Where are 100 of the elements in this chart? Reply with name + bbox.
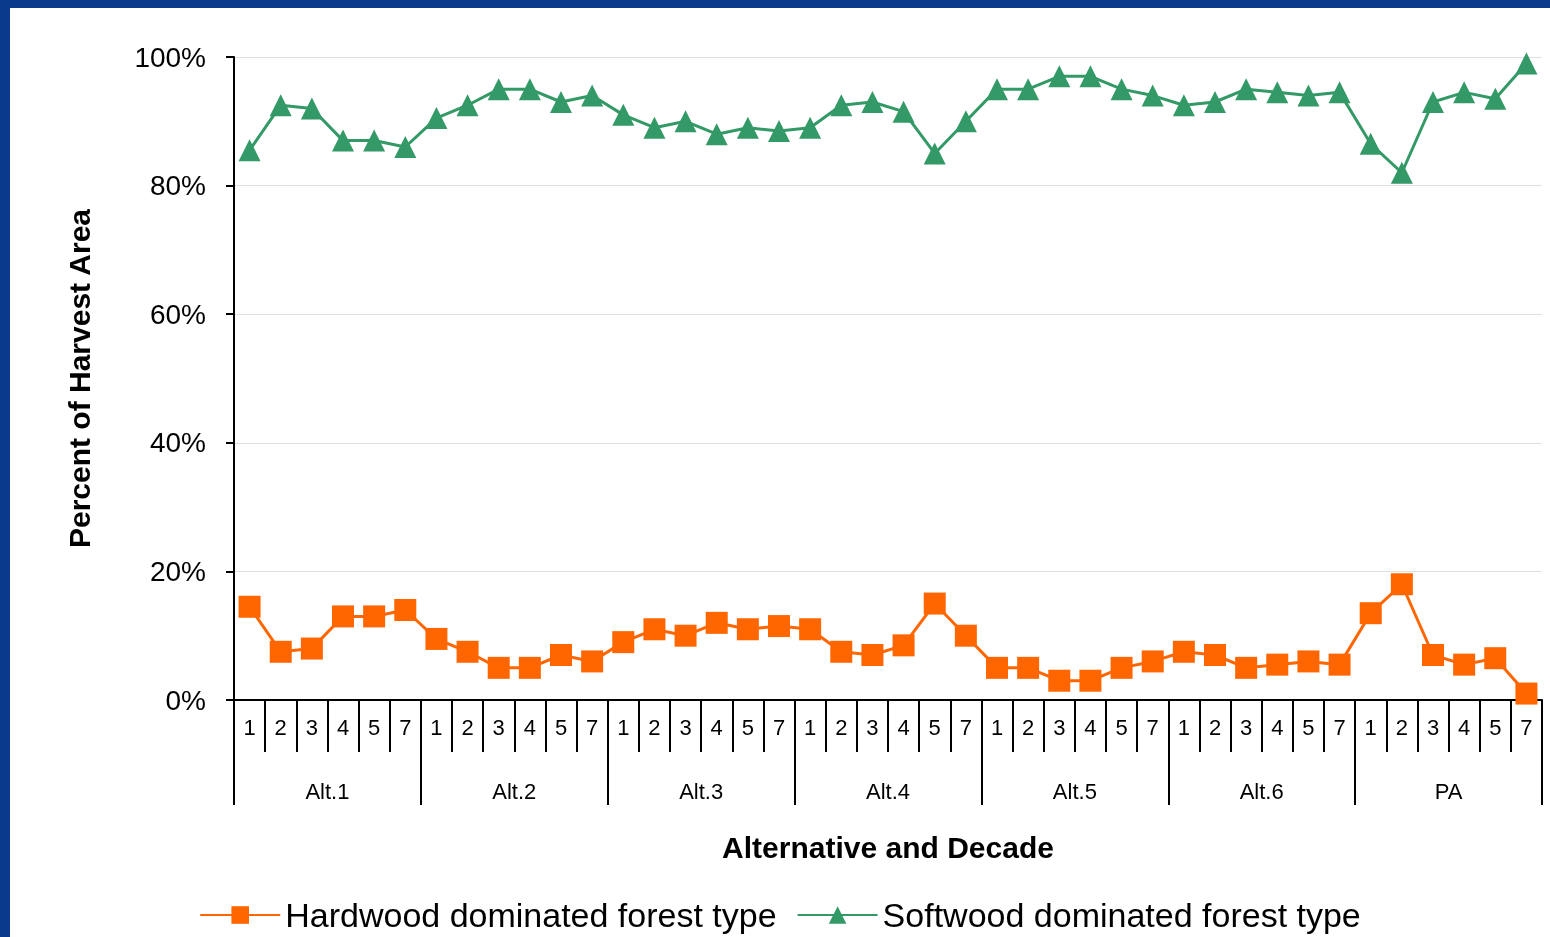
x-tick-label: 7 (1520, 714, 1533, 740)
point (768, 615, 790, 638)
legend-label: Hardwood dominated forest type (285, 896, 777, 934)
point (861, 91, 884, 114)
point (1453, 653, 1476, 676)
x-tick-label: 4 (523, 714, 536, 740)
point (518, 656, 541, 679)
point (1297, 84, 1320, 107)
point (550, 91, 572, 114)
x-tick-label: 5 (554, 714, 568, 740)
point (612, 103, 635, 126)
point (1017, 656, 1040, 679)
point (1079, 669, 1102, 692)
x-tick-label: 5 (1302, 714, 1315, 740)
x-tick-label: 2 (835, 714, 848, 740)
point (425, 107, 448, 130)
point (705, 611, 728, 634)
point (487, 78, 510, 101)
point (1297, 650, 1320, 673)
point (1359, 132, 1382, 155)
x-tick-label: 5 (741, 714, 754, 740)
x-tick-label: 2 (1022, 714, 1035, 740)
point (363, 129, 386, 152)
x-tick-label: 4 (336, 714, 350, 740)
point (986, 78, 1008, 101)
x-tick-label: 1 (804, 714, 817, 740)
point (1079, 65, 1102, 88)
point (1422, 643, 1444, 666)
point (1266, 81, 1289, 104)
point (830, 94, 853, 117)
x-tick-label: 5 (928, 714, 941, 740)
point (1172, 640, 1195, 663)
point (581, 84, 604, 107)
point (923, 592, 946, 615)
y-tick-label: 20% (149, 555, 206, 587)
point (394, 598, 417, 621)
point (550, 643, 572, 666)
point (612, 631, 635, 654)
point (581, 650, 604, 673)
point (736, 618, 759, 641)
x-tick-label: 4 (1458, 714, 1471, 740)
point (954, 624, 977, 647)
point (1110, 656, 1133, 679)
x-tick-label: 7 (399, 714, 412, 740)
y-axis-title: Percent of Harvest Area (62, 208, 96, 549)
point (1422, 91, 1444, 114)
text: Alt.6 (1239, 778, 1284, 804)
point (269, 94, 292, 117)
x-tick-label: 2 (648, 714, 661, 740)
x-tick-label: 3 (305, 714, 318, 740)
point (332, 605, 354, 628)
point (768, 119, 790, 142)
x-tick-label: 4 (897, 714, 910, 740)
point (1017, 78, 1040, 101)
point (487, 656, 510, 679)
text: Alt.4 (865, 778, 911, 804)
x-tick-label: 4 (1084, 714, 1097, 740)
point (892, 634, 915, 657)
point (1204, 91, 1226, 114)
text: Alt.1 (305, 778, 350, 804)
point (1266, 653, 1289, 676)
point (1048, 65, 1071, 88)
point (1048, 669, 1071, 692)
x-tick-label: 1 (243, 714, 256, 740)
point (238, 139, 261, 162)
point (830, 640, 853, 663)
x-tick-label: 2 (1395, 714, 1408, 740)
point (736, 116, 759, 139)
point (1515, 682, 1538, 705)
point (1110, 78, 1133, 101)
point (394, 136, 417, 159)
point (954, 110, 977, 133)
point (923, 142, 946, 165)
point (861, 643, 884, 666)
point (1484, 87, 1507, 110)
point (1328, 653, 1351, 676)
x-tick-label: 3 (492, 714, 505, 740)
x-tick-label: 3 (866, 714, 879, 740)
x-tick-label: 7 (959, 714, 972, 740)
point (643, 116, 666, 139)
point (1390, 573, 1413, 596)
text: Alt.2 (492, 778, 537, 804)
point (1328, 81, 1351, 104)
point (332, 129, 354, 152)
point (1235, 78, 1258, 101)
x-tick-label: 4 (710, 714, 723, 740)
x-tick-label: 1 (990, 714, 1004, 740)
x-tick-label: 3 (1053, 714, 1066, 740)
point (1141, 650, 1164, 673)
point (518, 78, 541, 101)
point (1453, 81, 1476, 104)
point (1204, 643, 1226, 666)
x-tick-label: 1 (1177, 714, 1190, 740)
point (363, 605, 386, 628)
point (1390, 161, 1413, 184)
text: Alt.5 (1052, 778, 1097, 804)
point (456, 94, 479, 117)
legend-label: Softwood dominated forest type (882, 896, 1361, 934)
point (674, 624, 697, 647)
point (643, 618, 666, 641)
